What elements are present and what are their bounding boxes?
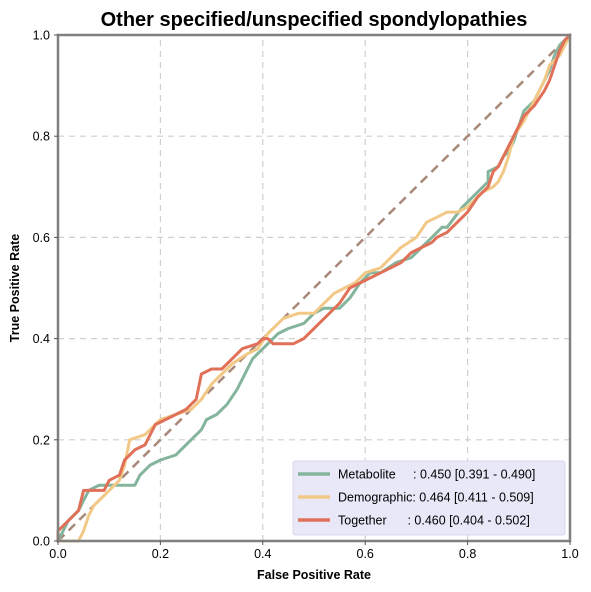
y-tick-label: 0.4 bbox=[33, 332, 50, 346]
legend: Metabolite : 0.450 [0.391 - 0.490] Demogr… bbox=[292, 460, 566, 536]
grid-lines bbox=[58, 35, 570, 541]
legend-box bbox=[292, 460, 566, 536]
legend-entry: Metabolite : 0.450 [0.391 - 0.490] bbox=[338, 468, 535, 482]
x-tick-label: 0.6 bbox=[357, 547, 374, 561]
x-tick-label: 0.2 bbox=[152, 547, 169, 561]
x-tick-label: 1.0 bbox=[561, 547, 578, 561]
x-tick-label: 0.4 bbox=[254, 547, 271, 561]
y-tick-label: 0.6 bbox=[33, 231, 50, 245]
x-tick-label: 0.0 bbox=[49, 547, 66, 561]
legend-entry: Demographic: 0.464 [0.411 - 0.509] bbox=[338, 491, 534, 505]
y-axis-ticks: 0.0 0.2 0.4 0.6 0.8 1.0 bbox=[33, 29, 58, 549]
y-tick-label: 0.8 bbox=[33, 130, 50, 144]
roc-curve-together bbox=[56, 33, 572, 543]
x-tick-label: 0.8 bbox=[459, 547, 476, 561]
y-tick-label: 0.2 bbox=[33, 433, 50, 447]
chart-title: Other specified/unspecified spondylopath… bbox=[101, 9, 528, 31]
series-group bbox=[56, 33, 572, 543]
y-tick-label: 0.0 bbox=[33, 535, 50, 549]
legend-entry: Together : 0.460 [0.404 - 0.502] bbox=[338, 514, 530, 528]
y-tick-label: 1.0 bbox=[33, 29, 50, 43]
plot-frame bbox=[56, 33, 572, 543]
x-axis-ticks: 0.0 0.2 0.4 0.6 0.8 1.0 bbox=[49, 541, 579, 561]
x-axis-label: False Positive Rate bbox=[257, 568, 371, 582]
y-axis-label: True Positive Rate bbox=[8, 234, 22, 342]
